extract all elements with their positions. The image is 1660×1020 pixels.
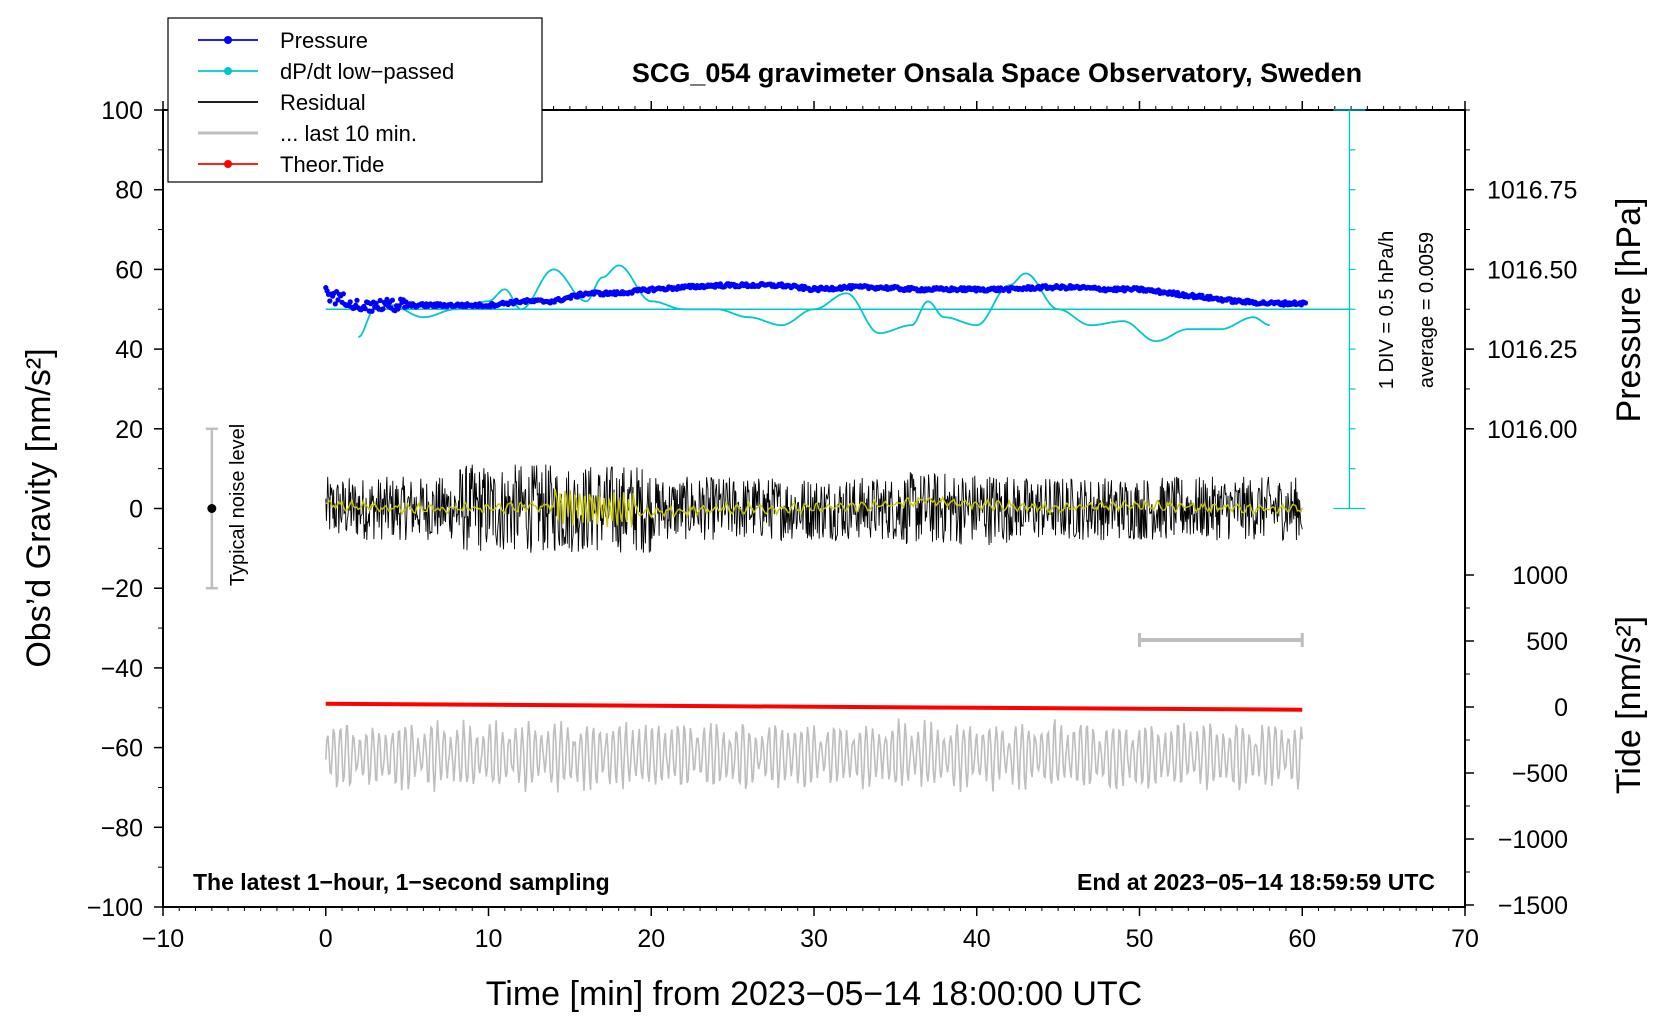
tide-tick-label: −1500 bbox=[1498, 892, 1568, 920]
y-tick-label: 20 bbox=[115, 416, 143, 444]
pressure-scale-label: 1 DIV = 0.5 hPa/h bbox=[1376, 231, 1398, 389]
y-tick-label: −60 bbox=[101, 735, 143, 763]
noise-level-dot bbox=[207, 504, 217, 513]
y-tick-label: −100 bbox=[87, 894, 143, 922]
tide-tick-label: −500 bbox=[1512, 760, 1568, 788]
series-residual bbox=[325, 464, 1303, 553]
y-tick-label: 100 bbox=[101, 97, 143, 125]
tide-tick-label: 0 bbox=[1554, 694, 1568, 722]
pressure-point bbox=[389, 297, 395, 303]
legend-label: Theor.Tide bbox=[280, 152, 384, 177]
pressure-tick-label: 1016.50 bbox=[1487, 256, 1577, 284]
series-residual-smoothed bbox=[325, 488, 1303, 528]
x-tick-label: 30 bbox=[800, 925, 828, 953]
y-tick-label: 80 bbox=[115, 177, 143, 205]
x-tick-label: 0 bbox=[319, 925, 333, 953]
pressure-point bbox=[354, 297, 360, 303]
sampling-note: The latest 1−hour, 1−second sampling bbox=[193, 869, 610, 895]
pressure-point bbox=[362, 306, 368, 312]
legend-label: ... last 10 min. bbox=[280, 121, 417, 146]
end-time-note: End at 2023−05−14 18:59:59 UTC bbox=[1077, 869, 1435, 895]
legend-box bbox=[167, 17, 543, 183]
pressure-point bbox=[377, 297, 383, 304]
x-axis-label: Time [min] from 2023−05−14 18:00:00 UTC bbox=[486, 975, 1142, 1013]
pressure-point bbox=[347, 299, 353, 305]
y-axis-label-tide: Tide [nm/s²] bbox=[1610, 616, 1648, 794]
series-theor-tide bbox=[325, 701, 1303, 712]
pressure-tick-label: 1016.25 bbox=[1487, 336, 1577, 364]
pressure-point bbox=[335, 297, 341, 303]
tide-tick-label: 1000 bbox=[1512, 562, 1568, 590]
x-tick-label: 40 bbox=[963, 925, 991, 953]
pressure-tick-label: 1016.00 bbox=[1487, 416, 1577, 444]
legend-marker bbox=[224, 36, 232, 44]
x-tick-label: 10 bbox=[475, 925, 503, 953]
x-tick-label: −10 bbox=[142, 925, 184, 953]
x-tick-label: 70 bbox=[1451, 925, 1479, 953]
pressure-average-label: average = 0.0059 bbox=[1416, 232, 1438, 388]
ticks-layer: −10 0 10 20 30 40 50 60 70−100−80−60−40−20020406… bbox=[87, 97, 1578, 953]
y-tick-label: 0 bbox=[129, 496, 143, 524]
y-tick-label: 40 bbox=[115, 336, 143, 364]
y-tick-label: 60 bbox=[115, 256, 143, 284]
pressure-point bbox=[1302, 300, 1309, 306]
tide-tick-label: −1000 bbox=[1498, 826, 1568, 854]
legend: Pressure dP/dt low−passed Residual ... last… bbox=[167, 17, 543, 183]
chart-title: SCG_054 gravimeter Onsala Space Observat… bbox=[632, 58, 1362, 88]
x-tick-label: 20 bbox=[637, 925, 665, 953]
pressure-point bbox=[396, 303, 402, 309]
series-pressure bbox=[323, 281, 1309, 314]
pressure-point bbox=[332, 301, 338, 307]
series-last-10-min bbox=[325, 718, 1304, 793]
x-tick-label: 50 bbox=[1126, 925, 1154, 953]
pressure-tick-label: 1016.75 bbox=[1487, 177, 1577, 205]
legend-marker bbox=[224, 67, 232, 75]
legend-marker bbox=[224, 160, 232, 168]
legend-label: Residual bbox=[280, 90, 366, 115]
legend-label: Pressure bbox=[280, 28, 368, 53]
y-tick-label: −40 bbox=[101, 655, 143, 683]
pressure-point bbox=[369, 308, 375, 314]
series-layer bbox=[205, 109, 1366, 793]
legend-label: dP/dt low−passed bbox=[280, 59, 454, 84]
y-tick-label: −20 bbox=[101, 575, 143, 603]
x-tick-label: 60 bbox=[1288, 925, 1316, 953]
pressure-point bbox=[327, 298, 333, 304]
noise-level-label: Typical noise level bbox=[227, 424, 249, 586]
y-axis-label-left: Obs’d Gravity [nm/s²] bbox=[20, 348, 58, 667]
series-dpdt bbox=[357, 264, 1270, 342]
pressure-point bbox=[380, 306, 386, 312]
tide-tick-label: 500 bbox=[1526, 628, 1568, 656]
y-tick-label: −80 bbox=[101, 814, 143, 842]
pressure-point bbox=[340, 291, 346, 297]
y-axis-label-pressure: Pressure [hPa] bbox=[1610, 198, 1648, 423]
